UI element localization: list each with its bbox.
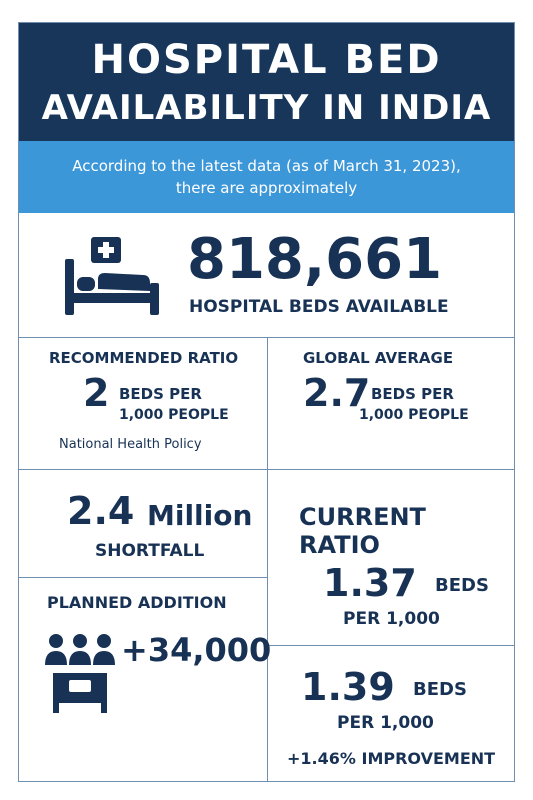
shortfall-cell: 2.4 Million SHORTFALL [19, 469, 267, 577]
intro-line-1: According to the latest data (as of Marc… [72, 157, 461, 175]
people-bed-icon [45, 634, 115, 713]
current-title-2: RATIO [299, 531, 380, 559]
title-line-1: HOSPITAL BED [91, 37, 442, 83]
intro-banner: According to the latest data (as of Marc… [19, 141, 514, 213]
hospital-bed-icon [65, 237, 159, 315]
global-unit-2: 1,000 PEOPLE [359, 407, 469, 423]
divider [19, 469, 514, 470]
planned-value: +34,000 [121, 631, 272, 669]
current-ratio-cell: CURRENT RATIO 1.37 BEDS PER 1,000 [267, 469, 514, 645]
shortfall-value: 2.4 [67, 489, 135, 533]
title-line-2: AVAILABILITY IN INDIA [41, 88, 492, 128]
planned-addition-cell: PLANNED ADDITION +34,000 [19, 577, 271, 782]
current-title-1: CURRENT [299, 503, 426, 531]
planned-title: PLANNED ADDITION [47, 593, 227, 612]
global-average-cell: GLOBAL AVERAGE 2.7 BEDS PER 1,000 PEOPLE [267, 337, 514, 469]
title-banner: HOSPITAL BED AVAILABILITY IN INDIA [19, 23, 514, 141]
recommended-unit-2: 1,000 PEOPLE [119, 407, 229, 423]
improved-value: 1.39 [301, 665, 395, 709]
improved-unit-2: PER 1,000 [337, 713, 434, 733]
recommended-source: National Health Policy [59, 437, 202, 452]
divider [19, 337, 514, 338]
recommended-ratio-cell: RECOMMENDED RATIO 2 BEDS PER 1,000 PEOPL… [19, 337, 267, 469]
recommended-title: RECOMMENDED RATIO [49, 349, 239, 367]
global-value: 2.7 [303, 371, 371, 415]
improved-ratio-cell: 1.39 BEDS PER 1,000 +1.46% IMPROVEMENT [267, 645, 514, 782]
divider [19, 577, 267, 578]
infographic-frame: HOSPITAL BED AVAILABILITY IN INDIA Accor… [18, 22, 515, 782]
intro-line-2: there are approximately [175, 179, 358, 197]
divider [267, 645, 514, 646]
current-unit-1: BEDS [435, 575, 489, 596]
improvement-change: +1.46% IMPROVEMENT [287, 749, 496, 768]
global-unit-1: BEDS PER [371, 385, 454, 403]
recommended-unit-1: BEDS PER [119, 385, 202, 403]
shortfall-label: SHORTFALL [95, 541, 205, 561]
recommended-value: 2 [83, 371, 110, 415]
current-value: 1.37 [323, 561, 417, 605]
total-beds-value: 818,661 [187, 227, 443, 292]
total-beds-section: 818,661 HOSPITAL BEDS AVAILABLE [19, 213, 514, 337]
shortfall-unit: Million [147, 499, 253, 532]
global-title: GLOBAL AVERAGE [303, 349, 454, 367]
improved-unit-1: BEDS [413, 679, 467, 700]
divider [267, 337, 268, 782]
total-beds-label: HOSPITAL BEDS AVAILABLE [189, 297, 449, 317]
current-unit-2: PER 1,000 [343, 609, 440, 629]
